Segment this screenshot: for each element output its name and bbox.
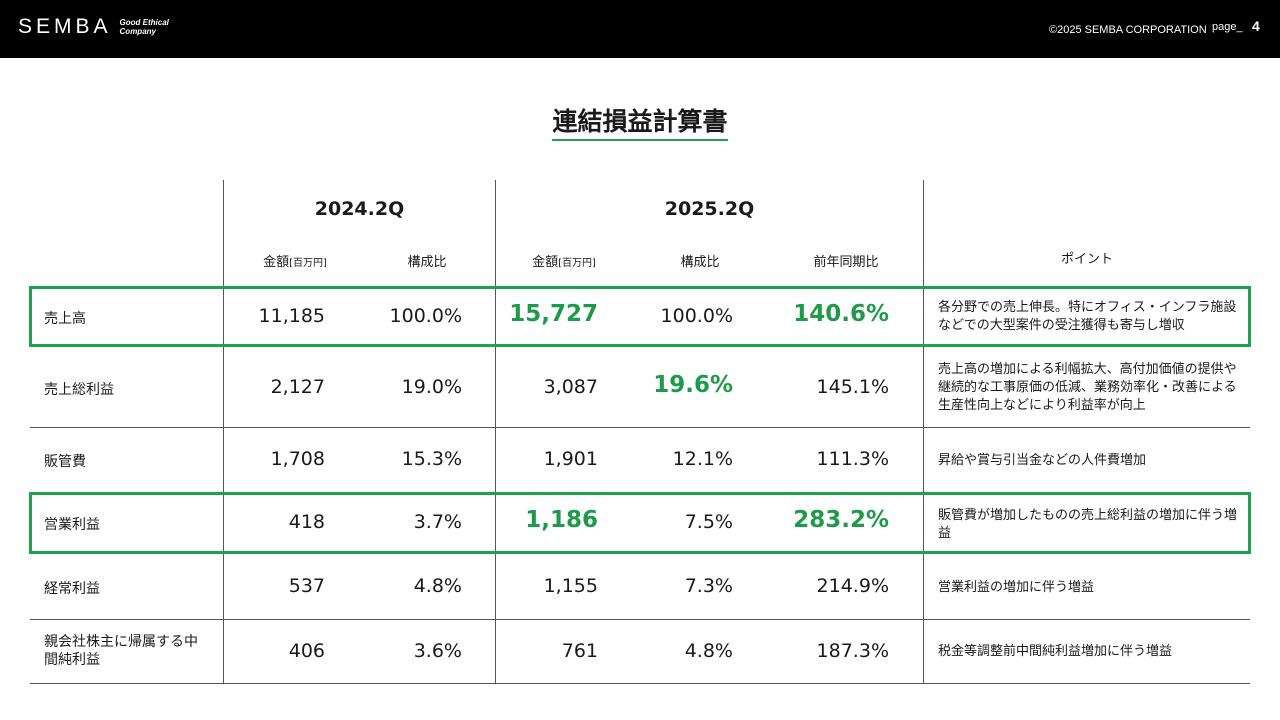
subheader-ratio-2025: 構成比 bbox=[680, 255, 720, 270]
ratio-2025: 19.6% bbox=[653, 372, 733, 398]
row-label: 販管費 bbox=[44, 454, 86, 470]
ratio-2025: 7.5% bbox=[684, 511, 733, 533]
ratio-2024: 15.3% bbox=[401, 448, 462, 470]
subheader-point: ポイント bbox=[1060, 252, 1113, 267]
row-label: 売上高 bbox=[44, 311, 86, 327]
ratio-2025: 4.8% bbox=[684, 640, 733, 662]
copyright: ©2025 SEMBA CORPORATION bbox=[1049, 24, 1207, 36]
row-label: 経常利益 bbox=[44, 581, 100, 597]
divider bbox=[30, 619, 1250, 620]
amount-2024: 418 bbox=[288, 511, 325, 533]
ratio-2025: 12.1% bbox=[672, 448, 733, 470]
amount-2025: 761 bbox=[561, 640, 598, 662]
amount-2024: 2,127 bbox=[270, 376, 325, 398]
divider bbox=[923, 180, 924, 683]
ratio-2025: 100.0% bbox=[660, 305, 733, 327]
point-text: 税金等調整前中間純利益増加に伴う増益 bbox=[938, 644, 1173, 659]
divider bbox=[30, 683, 1250, 684]
amount-2024: 537 bbox=[288, 575, 325, 597]
ratio-2025: 7.3% bbox=[684, 575, 733, 597]
ratio-2024: 3.6% bbox=[413, 640, 462, 662]
amount-2025: 1,901 bbox=[543, 448, 598, 470]
period-header-2025: 2025.2Q bbox=[664, 198, 755, 220]
divider bbox=[30, 427, 1250, 428]
highlight-box-sales bbox=[29, 286, 1251, 347]
logo-tagline: Good Ethical Company bbox=[119, 18, 169, 36]
yoy: 145.1% bbox=[816, 376, 889, 398]
page-title: 連結損益計算書 bbox=[0, 102, 1280, 141]
amount-2025: 3,087 bbox=[543, 376, 598, 398]
ratio-2024: 4.8% bbox=[413, 575, 462, 597]
subheader-ratio-2024: 構成比 bbox=[407, 255, 447, 270]
row-label: 親会社株主に帰属する中間純利益 bbox=[44, 634, 198, 668]
divider bbox=[223, 180, 224, 683]
yoy: 283.2% bbox=[793, 507, 889, 533]
point-text: 売上高の増加による利幅拡大、高付加価値の提供や継続的な工事原価の低減、業務効率化… bbox=[938, 362, 1237, 413]
point-text: 昇給や賞与引当金などの人件費増加 bbox=[938, 453, 1147, 468]
page-label: page_ bbox=[1212, 21, 1243, 33]
ratio-2024: 19.0% bbox=[401, 376, 462, 398]
yoy: 111.3% bbox=[816, 448, 889, 470]
row-label: 売上総利益 bbox=[44, 382, 114, 398]
yoy: 187.3% bbox=[816, 640, 889, 662]
subheader-amount-2025: 金額[百万円] bbox=[532, 255, 596, 270]
divider bbox=[495, 180, 496, 683]
amount-2025: 1,155 bbox=[543, 575, 598, 597]
yoy: 140.6% bbox=[793, 301, 889, 327]
subheader-yoy: 前年同期比 bbox=[813, 255, 879, 270]
point-text: 営業利益の増加に伴う増益 bbox=[938, 580, 1095, 595]
highlight-box-operating-profit bbox=[29, 492, 1251, 554]
logo-text: SEMBA bbox=[18, 15, 112, 38]
header-bar: SEMBA Good Ethical Company ©2025 SEMBA C… bbox=[0, 0, 1280, 58]
ratio-2024: 100.0% bbox=[389, 305, 462, 327]
period-header-2024: 2024.2Q bbox=[314, 198, 405, 220]
point-text: 各分野での売上伸長。特にオフィス・インフラ施設などでの大型案件の受注獲得も寄与し… bbox=[938, 300, 1237, 333]
page-title-text: 連結損益計算書 bbox=[552, 107, 728, 141]
ratio-2024: 3.7% bbox=[413, 511, 462, 533]
amount-2025: 1,186 bbox=[525, 507, 598, 533]
page-number: 4 bbox=[1252, 18, 1260, 34]
amount-2024: 11,185 bbox=[258, 305, 325, 327]
subheader-amount-2024: 金額[百万円] bbox=[263, 255, 327, 270]
amount-2024: 406 bbox=[288, 640, 325, 662]
amount-2024: 1,708 bbox=[270, 448, 325, 470]
point-text: 販管費が増加したものの売上総利益の増加に伴う増益 bbox=[938, 508, 1238, 541]
row-label: 営業利益 bbox=[44, 517, 100, 533]
amount-2025: 15,727 bbox=[509, 301, 598, 327]
logo: SEMBA Good Ethical Company bbox=[18, 14, 182, 40]
yoy: 214.9% bbox=[816, 575, 889, 597]
